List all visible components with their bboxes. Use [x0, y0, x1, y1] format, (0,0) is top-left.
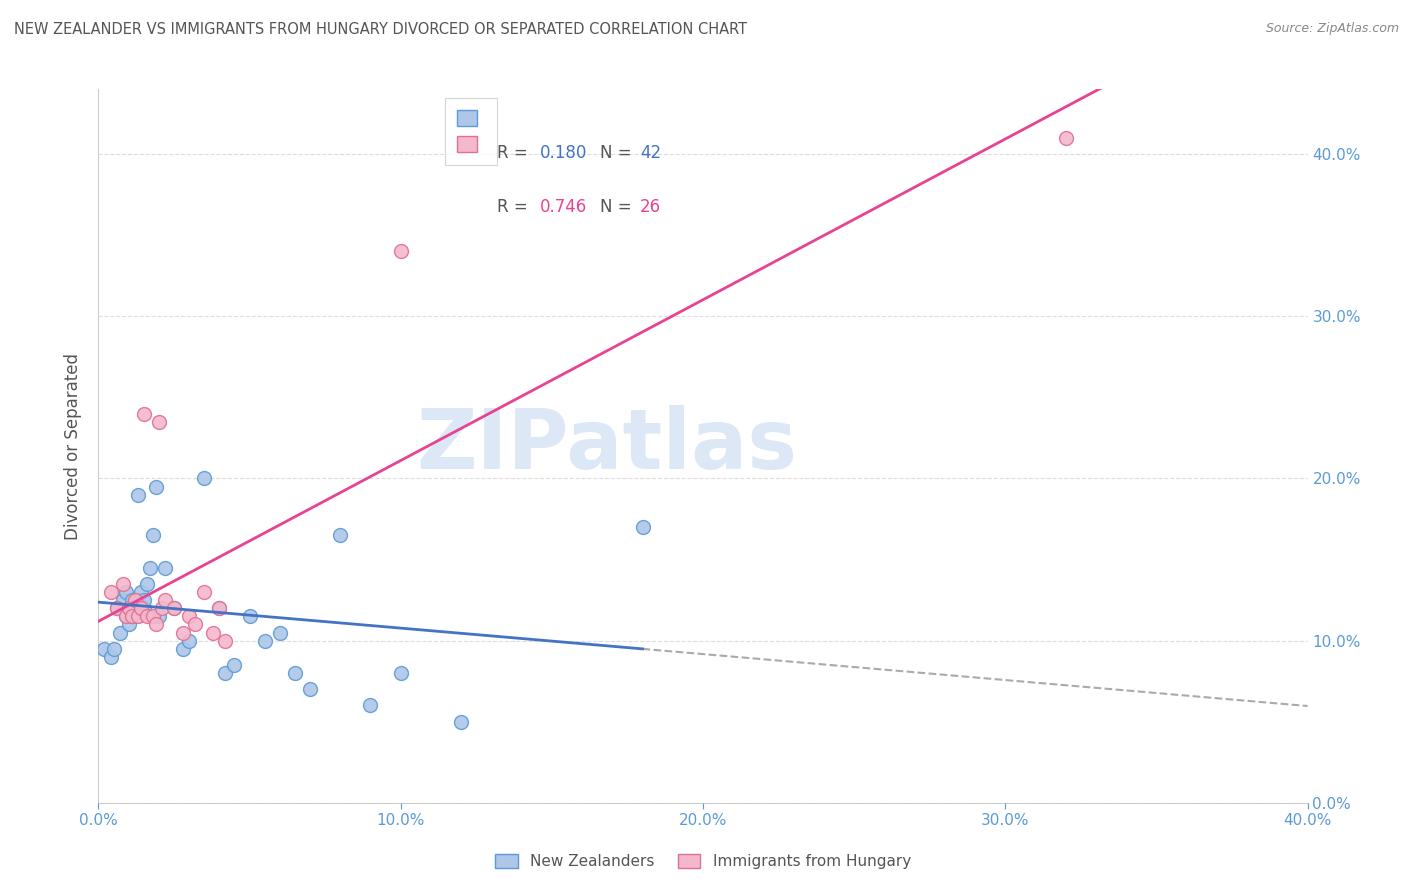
Point	[132, 407, 155, 421]
Point	[127, 488, 149, 502]
Text: N =: N =	[600, 198, 637, 216]
Point	[121, 609, 143, 624]
Point	[121, 609, 143, 624]
Point	[145, 479, 167, 493]
Point	[329, 528, 352, 542]
Point	[148, 609, 170, 624]
Point	[142, 609, 165, 624]
Point	[142, 528, 165, 542]
Text: R =: R =	[498, 198, 533, 216]
Text: N =: N =	[600, 145, 637, 162]
Point	[163, 601, 186, 615]
Point	[153, 593, 176, 607]
Text: ZIPatlas: ZIPatlas	[416, 406, 797, 486]
Point	[299, 682, 322, 697]
Point	[179, 633, 201, 648]
Point	[132, 601, 155, 615]
Legend: New Zealanders, Immigrants from Hungary: New Zealanders, Immigrants from Hungary	[489, 847, 917, 875]
Point	[214, 666, 236, 681]
Point	[193, 471, 215, 485]
Point	[132, 593, 155, 607]
Point	[163, 601, 186, 615]
Point	[103, 641, 125, 656]
Point	[129, 585, 152, 599]
Point	[121, 593, 143, 607]
Text: NEW ZEALANDER VS IMMIGRANTS FROM HUNGARY DIVORCED OR SEPARATED CORRELATION CHART: NEW ZEALANDER VS IMMIGRANTS FROM HUNGARY…	[14, 22, 747, 37]
Y-axis label: Divorced or Separated: Divorced or Separated	[65, 352, 83, 540]
Point	[114, 609, 136, 624]
Point	[108, 625, 131, 640]
Point	[93, 641, 115, 656]
Point	[135, 577, 157, 591]
Point	[193, 585, 215, 599]
Point	[450, 714, 472, 729]
Point	[118, 617, 141, 632]
Point	[118, 601, 141, 615]
Point	[269, 625, 291, 640]
Point	[127, 609, 149, 624]
Point	[148, 415, 170, 429]
Point	[179, 609, 201, 624]
Point	[114, 585, 136, 599]
Point	[124, 601, 146, 615]
Point	[124, 601, 146, 615]
Point	[631, 520, 654, 534]
Point	[208, 601, 231, 615]
Point	[100, 585, 122, 599]
Point	[153, 560, 176, 574]
Point	[389, 666, 412, 681]
Point	[208, 601, 231, 615]
Text: 0.746: 0.746	[540, 198, 588, 216]
Point	[135, 609, 157, 624]
Point	[389, 244, 412, 259]
Text: R =: R =	[498, 145, 533, 162]
Point	[129, 601, 152, 615]
Point	[105, 601, 128, 615]
Point	[214, 633, 236, 648]
Point	[139, 560, 162, 574]
Point	[202, 625, 225, 640]
Point	[1054, 131, 1077, 145]
Text: 0.180: 0.180	[540, 145, 588, 162]
Point	[118, 601, 141, 615]
Point	[100, 649, 122, 664]
Point	[111, 593, 134, 607]
Text: 26: 26	[640, 198, 661, 216]
Point	[284, 666, 307, 681]
Point	[253, 633, 276, 648]
Point	[172, 625, 194, 640]
Point	[184, 617, 207, 632]
Point	[124, 593, 146, 607]
Point	[111, 577, 134, 591]
Text: Source: ZipAtlas.com: Source: ZipAtlas.com	[1265, 22, 1399, 36]
Point	[172, 641, 194, 656]
Point	[239, 609, 262, 624]
Point	[114, 609, 136, 624]
Point	[360, 698, 382, 713]
Point	[150, 601, 173, 615]
Point	[224, 657, 246, 672]
Point	[127, 593, 149, 607]
Text: 42: 42	[640, 145, 661, 162]
Point	[105, 601, 128, 615]
Point	[145, 617, 167, 632]
Legend: , : ,	[446, 97, 496, 165]
